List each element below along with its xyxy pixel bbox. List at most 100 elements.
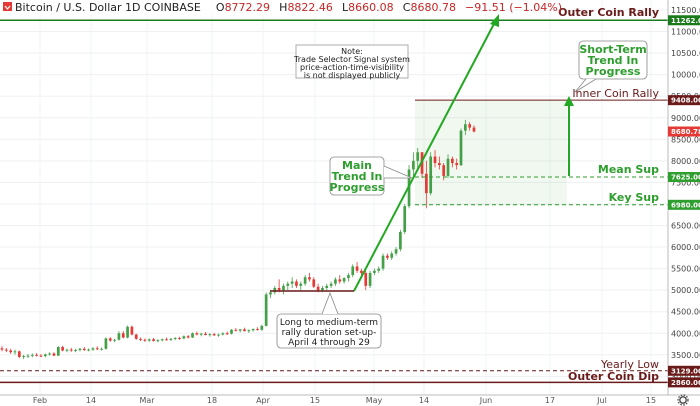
candle-body — [412, 160, 415, 170]
candle-body — [30, 354, 34, 356]
candle-body — [381, 255, 385, 269]
main-trend-line-2: Trend In — [332, 170, 383, 183]
price-tag-text: 9408.00 — [671, 97, 700, 105]
candle-body — [17, 351, 21, 357]
candle-body — [321, 287, 324, 291]
short-term-arrowhead — [564, 96, 574, 106]
candle-body — [117, 333, 121, 340]
candle-body — [269, 292, 272, 295]
y-tick-label: 10000.00 — [671, 71, 700, 80]
candle-body — [459, 130, 463, 166]
y-tick-label: 5000.00 — [671, 286, 700, 295]
price-tag — [668, 15, 700, 26]
candle-body — [325, 285, 329, 288]
candle-body — [360, 270, 363, 273]
main-trend-arrowhead — [490, 14, 499, 27]
price-tag — [668, 199, 700, 210]
candle-body — [312, 279, 316, 287]
short-term-line-3: Progress — [586, 65, 641, 78]
candle-body — [100, 348, 103, 350]
x-tick-label: Jun — [479, 396, 493, 405]
short-term-line-1: Short-Term — [579, 43, 646, 56]
candle-body — [468, 124, 472, 128]
candle-body — [442, 165, 446, 176]
candle-body — [13, 351, 17, 353]
candle-body — [139, 338, 142, 340]
candle-body — [143, 339, 147, 341]
candle-body — [451, 158, 454, 164]
y-tick-label: 8000.00 — [671, 157, 700, 166]
price-tag-text: 7625.00 — [671, 174, 700, 182]
candle-body — [299, 283, 303, 286]
price-tag-text: 11262.00 — [671, 17, 700, 25]
candle-body — [208, 334, 212, 336]
settings-gear-icon[interactable] — [677, 394, 689, 406]
short-term-box — [578, 40, 648, 80]
candle-body — [69, 349, 73, 351]
x-tick-label: Mar — [139, 396, 155, 405]
level-name-outer-coin-dip: Outer Coin Dip — [568, 370, 659, 383]
candle-body — [433, 156, 437, 164]
duration-line-3: April 4 through 29 — [288, 338, 370, 348]
price-tags: 11262.00 9408.00 7625.00 6980.00 3129.00 2860… — [668, 15, 700, 388]
candle-body — [438, 163, 441, 166]
y-tick-label: 6500.00 — [671, 222, 700, 231]
price-tag-text: 6980.00 — [671, 201, 700, 209]
x-tick-label: 14 — [86, 396, 96, 405]
main-trend-line-3: Progress — [330, 181, 385, 194]
candle-body — [243, 329, 246, 332]
candle-body — [295, 281, 298, 286]
x-tick-label: May — [366, 396, 383, 405]
candle-body — [65, 349, 69, 351]
level-name-inner-coin-rally: Inner Coin Rally — [572, 87, 659, 100]
candle-body — [126, 326, 129, 338]
candle-body — [152, 339, 155, 342]
candle-body — [35, 354, 38, 356]
x-axis-ticks[interactable]: Feb 14 Mar 18 Apr 15 May 14 Jun 17 Jul 15 — [33, 396, 656, 405]
candle-body — [446, 158, 450, 176]
candle-body — [338, 279, 342, 282]
close-value: 8680.78 — [410, 1, 456, 14]
candle-body — [121, 333, 125, 338]
y-tick-label: 3500.00 — [671, 351, 700, 360]
y-tick-label: 6000.00 — [671, 243, 700, 252]
candle-body — [273, 287, 277, 293]
short-term-line-2: Trend In — [588, 54, 639, 67]
candle-body — [212, 334, 216, 336]
candle-body — [56, 347, 60, 356]
open-value: 8772.29 — [225, 1, 271, 14]
y-tick-label: 5500.00 — [671, 265, 700, 274]
candle-body — [290, 281, 294, 284]
candle-body — [342, 278, 346, 282]
candle-body — [347, 275, 350, 279]
x-tick-label: 17 — [545, 396, 555, 405]
candle-body — [303, 277, 307, 284]
candle-body — [78, 348, 82, 351]
candle-body — [91, 348, 95, 350]
candle-body — [204, 333, 207, 335]
candle-body — [217, 334, 220, 336]
candle-body — [22, 356, 25, 358]
level-name-yearly-low: Yearly Low — [600, 358, 659, 371]
x-tick-label: Apr — [256, 396, 271, 405]
x-tick-label: 15 — [646, 396, 656, 405]
note-box — [295, 44, 409, 79]
price-tag — [668, 172, 700, 183]
x-tick-label: Feb — [33, 396, 47, 405]
candle-body — [377, 268, 381, 271]
candle-body — [308, 277, 311, 280]
price-tag-text: 2860.00 — [671, 379, 700, 387]
collapse-toggle-icon[interactable] — [3, 2, 12, 11]
candle-body — [463, 124, 467, 131]
candle-body — [429, 156, 433, 194]
main-trend-line-1: Main — [342, 159, 372, 172]
y-axis-ticks[interactable]: 11500.0011000.0010500.0010000.009500.009… — [671, 6, 700, 381]
candle-body — [169, 338, 173, 340]
candle-body — [247, 330, 251, 332]
y-tick-label: 11000.00 — [671, 28, 700, 37]
short-term-pointer — [574, 78, 597, 93]
price-tag-text: 3129.00 — [671, 367, 700, 375]
candle-body — [130, 326, 134, 335]
high-value: 8822.46 — [287, 1, 333, 14]
